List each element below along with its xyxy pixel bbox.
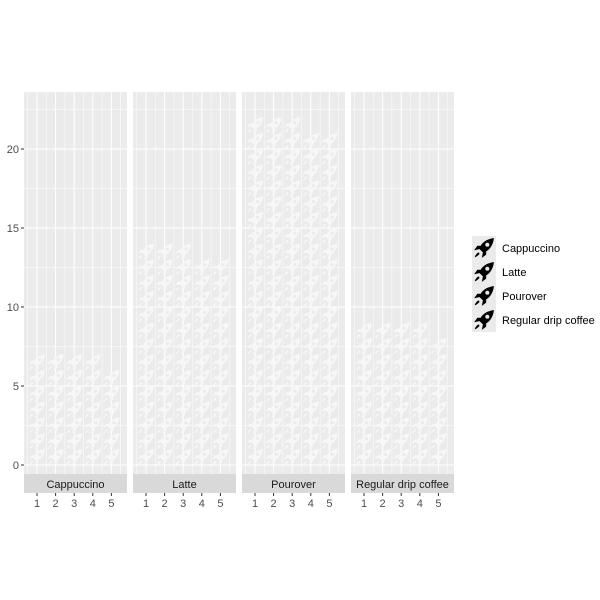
facet-strip-label: Cappuccino xyxy=(46,479,104,491)
facet-strip-label: Regular drip coffee xyxy=(356,479,449,491)
x-tick-label: 2 xyxy=(271,498,277,510)
x-tick-label: 4 xyxy=(308,498,314,510)
x-tick-label: 3 xyxy=(289,498,295,510)
legend-entry: Pourover xyxy=(472,284,547,308)
x-tick-label: 5 xyxy=(217,498,223,510)
x-tick-label: 1 xyxy=(34,498,40,510)
facet-panel: Pourover 1 2 3 4 5 xyxy=(242,92,345,510)
y-axis: 0 5 10 15 20 xyxy=(7,144,24,472)
x-tick-label: 1 xyxy=(143,498,149,510)
facet-strip xyxy=(351,474,454,493)
facet-strip xyxy=(133,474,236,493)
x-tick-label: 2 xyxy=(53,498,59,510)
x-tick-label: 1 xyxy=(361,498,367,510)
facet-panel: Regular drip coffee 1 2 3 4 5 xyxy=(351,92,454,510)
legend-label: Pourover xyxy=(502,291,547,303)
y-tick-label: 20 xyxy=(7,144,19,156)
legend-entry: Latte xyxy=(472,260,526,284)
x-tick-label: 4 xyxy=(90,498,96,510)
legend-entry: Cappuccino xyxy=(472,236,560,260)
facet-strip-label: Pourover xyxy=(271,479,316,491)
legend: Cappuccino Latte Pourover Regular drip coff… xyxy=(472,236,595,332)
x-tick-label: 3 xyxy=(71,498,77,510)
x-tick-label: 5 xyxy=(108,498,114,510)
x-tick-label: 3 xyxy=(398,498,404,510)
y-tick-label: 10 xyxy=(7,302,19,314)
facet-strip xyxy=(24,474,127,493)
facet-strip-label: Latte xyxy=(172,479,196,491)
facet-strip xyxy=(242,474,345,493)
y-tick-label: 15 xyxy=(7,223,19,235)
y-tick-label: 0 xyxy=(13,460,19,472)
x-tick-label: 4 xyxy=(417,498,423,510)
facet-panel: Cappuccino 1 2 3 4 5 xyxy=(24,92,127,510)
x-tick-label: 2 xyxy=(162,498,168,510)
x-tick-label: 3 xyxy=(180,498,186,510)
x-tick-label: 2 xyxy=(380,498,386,510)
x-tick-label: 4 xyxy=(199,498,205,510)
x-tick-label: 1 xyxy=(252,498,258,510)
legend-label: Regular drip coffee xyxy=(502,315,595,327)
x-tick-label: 5 xyxy=(326,498,332,510)
facet-panel: Latte 1 2 3 4 5 xyxy=(133,92,236,510)
legend-entry: Regular drip coffee xyxy=(472,308,595,332)
y-tick-label: 5 xyxy=(13,381,19,393)
legend-label: Cappuccino xyxy=(502,243,560,255)
legend-label: Latte xyxy=(502,267,526,279)
x-tick-label: 5 xyxy=(435,498,441,510)
